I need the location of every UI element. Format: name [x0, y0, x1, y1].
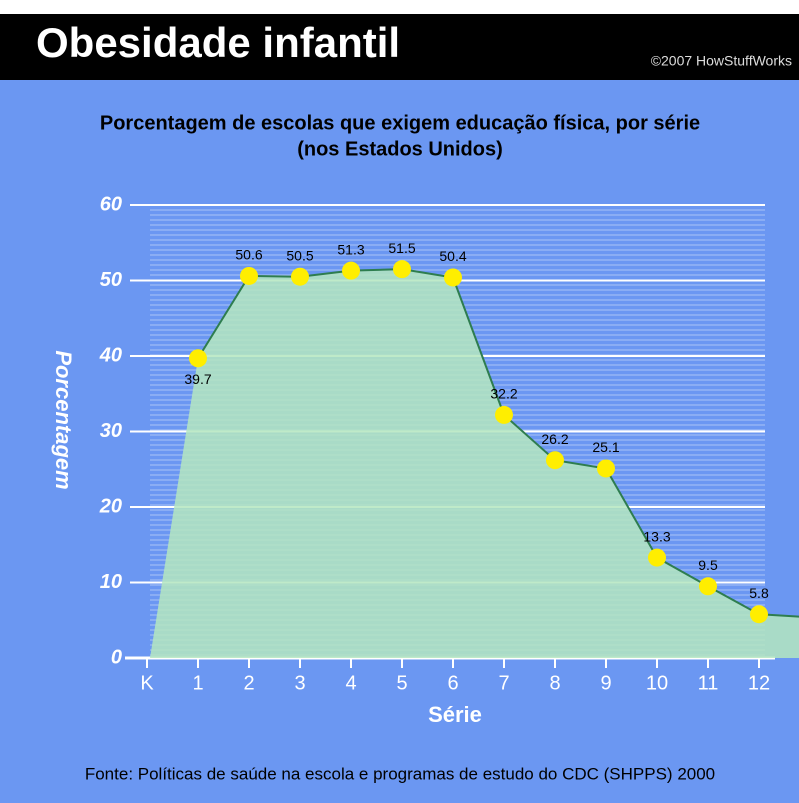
data-label: 51.3 [337, 241, 364, 257]
x-tick-label: 6 [447, 672, 458, 694]
source: Fonte: Políticas de saúde na escola e pr… [85, 764, 715, 783]
point [342, 262, 360, 280]
y-tick-label: 20 [99, 495, 122, 517]
chart: Obesidade infantil ©2007 HowStuffWorks P… [0, 0, 799, 803]
data-label: 50.5 [286, 247, 313, 263]
y-axis-title: Porcentagem [51, 350, 76, 489]
x-tick-label: 8 [549, 672, 560, 694]
data-label: 26.2 [541, 431, 568, 447]
subtitle: Porcentagem de escolas que exigem educaç… [100, 112, 700, 134]
data-label: 5.8 [749, 585, 769, 601]
x-tick-label: 3 [294, 672, 305, 694]
point [597, 459, 615, 477]
x-axis-title: Série [428, 702, 482, 727]
point [699, 577, 717, 595]
y-tick-label: 40 [99, 344, 122, 366]
x-tick-label: 1 [192, 672, 203, 694]
data-label: 50.6 [235, 247, 262, 263]
data-label: 9.5 [698, 557, 718, 573]
x-tick-label: 9 [600, 672, 611, 694]
point [444, 268, 462, 286]
page: Obesidade infantil ©2007 HowStuffWorks P… [0, 0, 799, 803]
x-tick-label: 5 [396, 672, 407, 694]
data-label: 13.3 [643, 528, 670, 544]
point [495, 406, 513, 424]
point [648, 549, 666, 567]
data-label: 39.7 [184, 371, 211, 387]
x-tick-label: 2 [243, 672, 254, 694]
x-tick-label: 7 [498, 672, 509, 694]
y-tick-label: 30 [100, 420, 122, 442]
point [291, 268, 309, 286]
point [546, 451, 564, 469]
x-tick-label: K [140, 672, 154, 694]
point [240, 267, 258, 285]
credit: ©2007 HowStuffWorks [651, 53, 792, 69]
x-tick-label: 4 [345, 672, 356, 694]
point [189, 349, 207, 367]
data-label: 51.5 [388, 240, 415, 256]
data-label: 50.4 [439, 248, 466, 264]
subtitle: (nos Estados Unidos) [297, 138, 503, 160]
y-tick-label: 10 [100, 571, 122, 593]
y-tick-label: 50 [100, 269, 122, 291]
data-label: 32.2 [490, 386, 517, 402]
x-tick-label: 10 [646, 672, 668, 694]
point [393, 260, 411, 278]
chart-title: Obesidade infantil [36, 19, 400, 66]
data-label: 25.1 [592, 439, 619, 455]
x-tick-label: 12 [748, 672, 770, 694]
y-tick-label: 0 [111, 646, 122, 668]
y-tick-label: 60 [100, 193, 122, 215]
point [750, 605, 768, 623]
x-tick-label: 11 [698, 672, 719, 694]
